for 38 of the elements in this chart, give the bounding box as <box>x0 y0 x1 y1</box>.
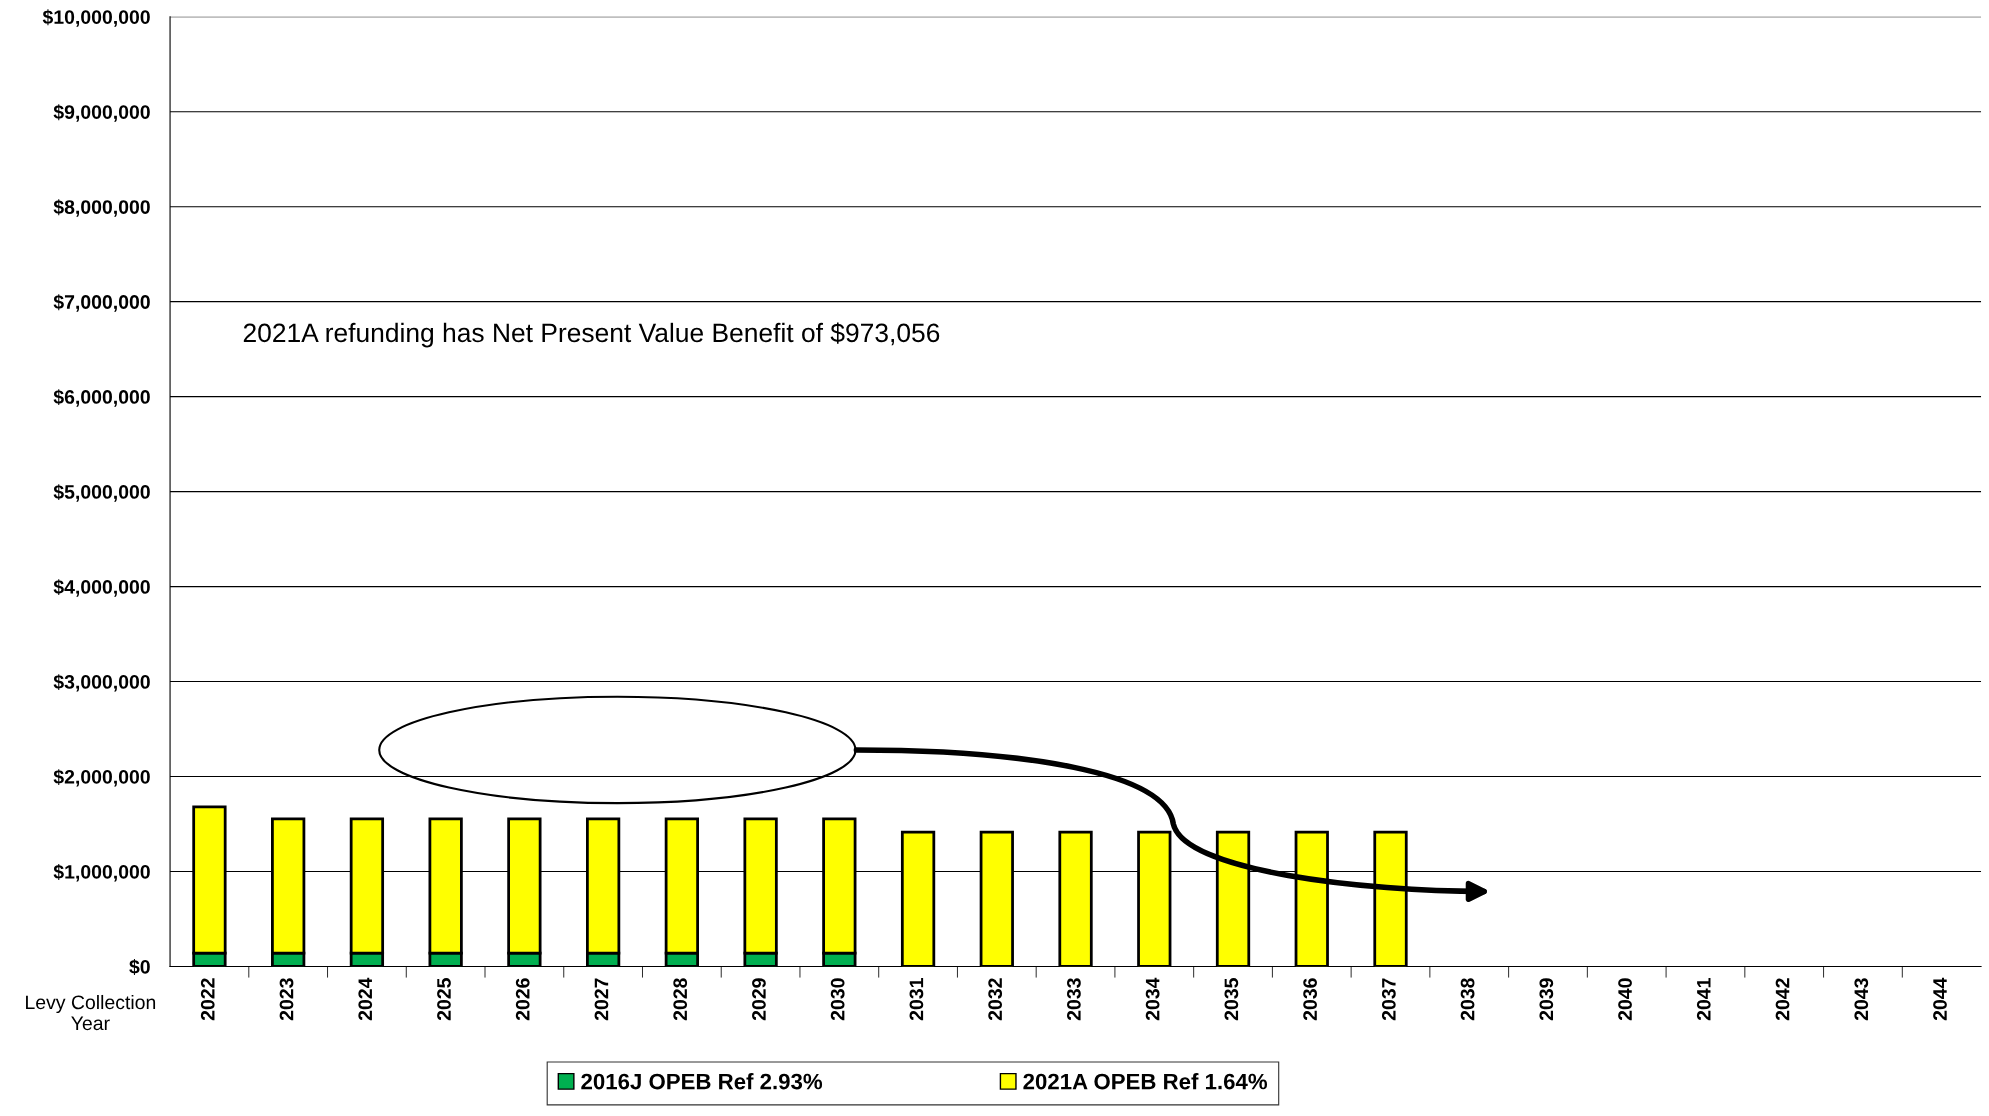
y-tick-label: $5,000,000 <box>53 484 150 502</box>
x-tick-label: 2027 <box>594 978 609 1021</box>
legend-label: 2016J OPEB Ref 2.93% <box>581 1073 823 1090</box>
x-tick-label: 2030 <box>830 978 845 1021</box>
x-tick-label: 2029 <box>752 978 766 1021</box>
x-tick-label: 2032 <box>988 978 1003 1021</box>
y-tick-label: $7,000,000 <box>53 294 150 312</box>
x-axis-title: Levy Collection Year <box>26 994 156 1031</box>
y-tick-label: $10,000,000 <box>42 9 150 27</box>
x-tick-label: 2022 <box>200 978 215 1021</box>
y-tick-label: $8,000,000 <box>53 199 150 217</box>
y-tick-label: $3,000,000 <box>53 674 150 692</box>
x-tick-label: 2036 <box>1303 978 1318 1021</box>
x-tick-label: 2035 <box>1224 978 1239 1021</box>
x-tick-label: 2038 <box>1460 978 1475 1021</box>
x-tick-label: 2028 <box>673 978 688 1021</box>
y-tick-label: $1,000,000 <box>53 864 150 882</box>
y-tick-label: $9,000,000 <box>53 104 150 122</box>
x-tick-label: 2026 <box>515 978 530 1021</box>
y-tick-label: $6,000,000 <box>53 389 150 407</box>
x-tick-label: 2031 <box>909 978 924 1021</box>
x-tick-label: 2023 <box>279 978 294 1021</box>
annotation: 2021A refunding has Net Present Value Benefit of $973,056 <box>243 322 940 348</box>
x-tick-label: 2034 <box>1145 977 1160 1021</box>
x-tick-label: 2043 <box>1854 978 1869 1021</box>
x-tick-label: 2042 <box>1775 978 1790 1021</box>
y-tick-label: $0 <box>129 959 150 975</box>
x-tick-label: 2040 <box>1618 978 1632 1021</box>
x-tick-label: 2044 <box>1933 977 1947 1021</box>
y-tick-label: $2,000,000 <box>53 769 150 787</box>
y-tick-label: $4,000,000 <box>53 579 150 597</box>
legend-label: 2021A OPEB Ref 1.64% <box>1023 1073 1268 1090</box>
x-tick-label: 2033 <box>1067 978 1081 1021</box>
x-tick-label: 2024 <box>358 977 373 1021</box>
x-tick-label: 2039 <box>1539 978 1554 1021</box>
x-tick-label: 2025 <box>437 978 451 1021</box>
x-tick-label: 2041 <box>1696 978 1711 1021</box>
x-tick-label: 2037 <box>1381 978 1396 1021</box>
